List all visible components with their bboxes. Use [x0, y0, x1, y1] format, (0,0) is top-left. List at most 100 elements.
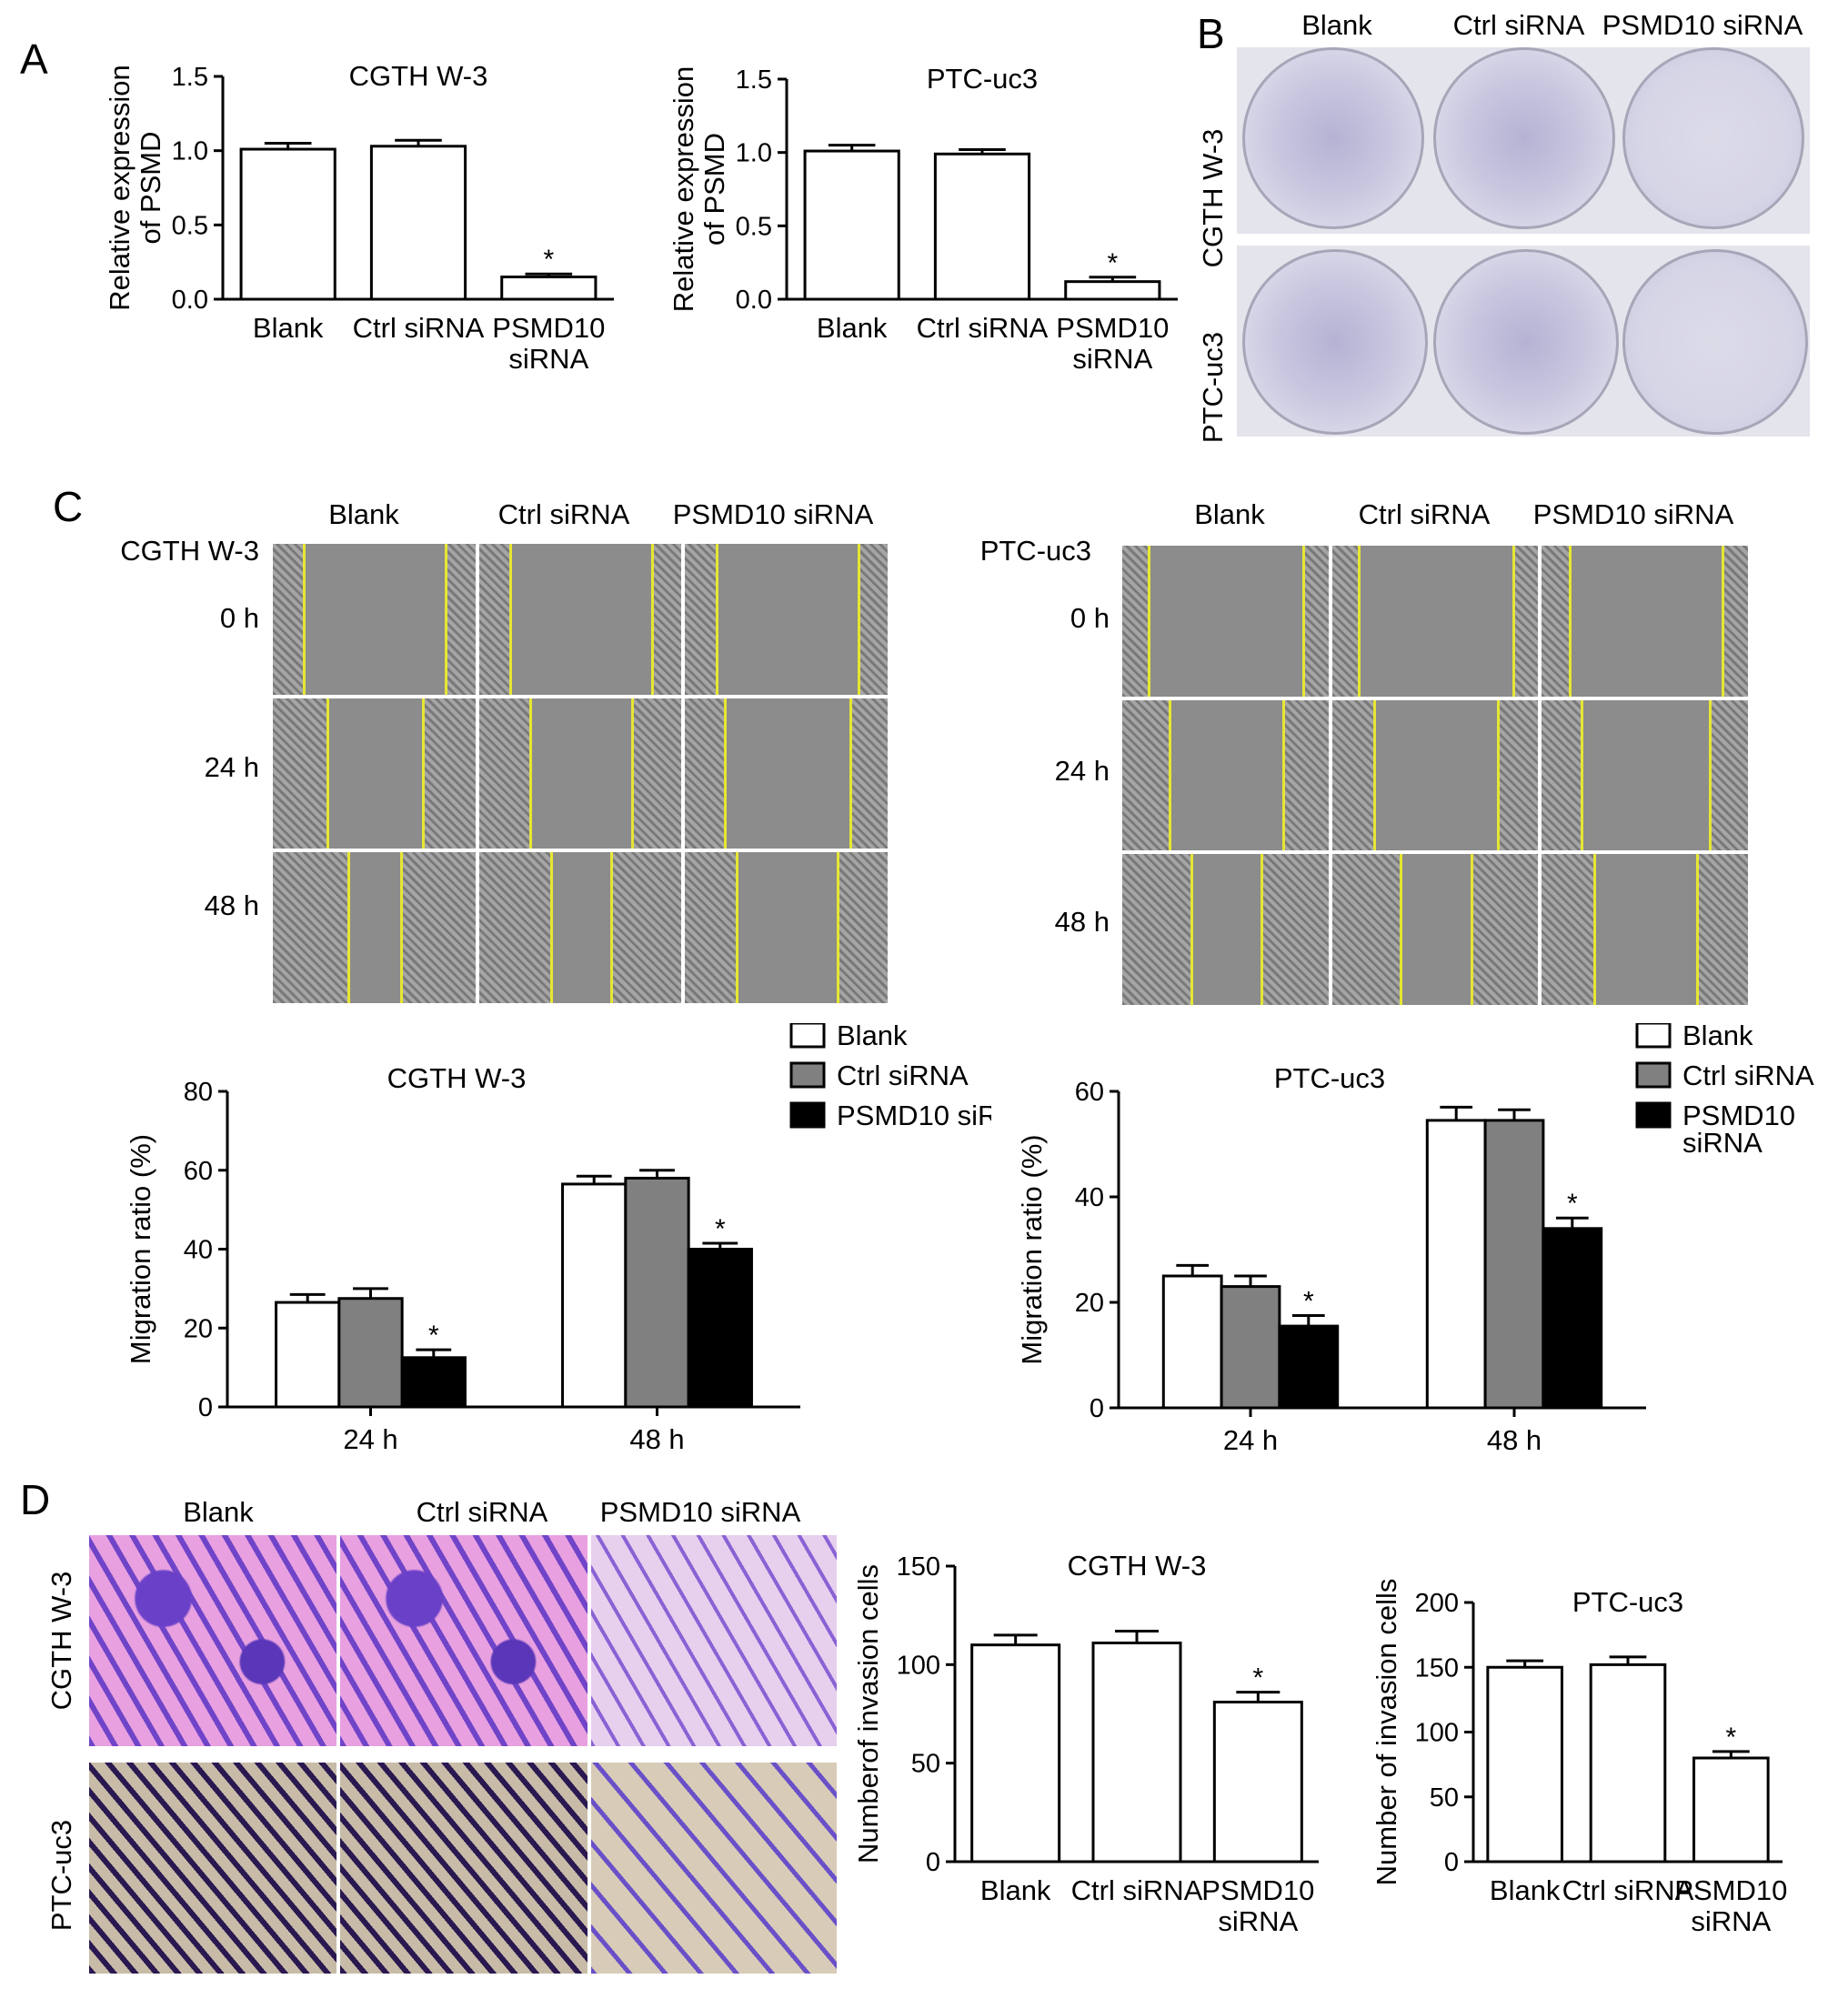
y-tick-label: 20	[184, 1314, 213, 1343]
cell-region	[478, 852, 550, 1003]
panel-c-left-row-24h: 24 h	[204, 751, 259, 783]
chart-title: CGTH W-3	[387, 1062, 527, 1094]
legend-label: PSMD10 siRNA	[1682, 1100, 1795, 1159]
legend-label: Ctrl siRNA	[837, 1060, 969, 1091]
cell-region	[421, 698, 476, 849]
scratch-edge-line	[509, 544, 513, 695]
panel-letter-a: A	[20, 35, 48, 83]
x-tick-label: PSMD10 siRNA	[1056, 312, 1169, 375]
x-tick-label: Blank	[253, 312, 324, 344]
y-axis-label: Migration ratio (%)	[1016, 1134, 1048, 1364]
panel-c-right-cell-line: PTC-uc3	[979, 535, 1091, 567]
scratch-edge-line	[849, 698, 852, 849]
y-tick-label: 50	[911, 1750, 940, 1779]
bar	[500, 276, 598, 301]
y-tick-label: 1.5	[736, 65, 772, 95]
transwell-cgth-blank	[89, 1535, 336, 1746]
cell-region	[445, 544, 476, 695]
scratch-image	[685, 698, 888, 849]
cell-region	[1470, 854, 1539, 1005]
significance-mark: *	[715, 1214, 726, 1244]
cell-region	[685, 852, 736, 1003]
scratch-edge-line	[303, 544, 306, 695]
chart-title: CGTH W-3	[349, 60, 488, 92]
bar	[1161, 1274, 1223, 1410]
x-tick-label: PSMD10 siRNA	[1674, 1874, 1787, 1937]
panel-c-left-col-blank: Blank	[328, 498, 399, 530]
cell-region	[650, 544, 682, 695]
scratch-edge-line	[1512, 546, 1515, 697]
y-axis-label: Relative expressionof PSMD	[104, 65, 166, 311]
scratch-edge-line	[445, 544, 448, 695]
x-tick-label: Blank	[980, 1874, 1051, 1906]
scratch-edge-line	[400, 852, 404, 1003]
scratch-edge-line	[735, 852, 738, 1003]
cell-region	[837, 852, 888, 1003]
scratch-edge-line	[630, 698, 634, 849]
panel-d-col-ctrl: Ctrl siRNA	[416, 1496, 548, 1528]
panel-c-right-col-blank: Blank	[1194, 498, 1265, 530]
x-tick-label: Blank	[1490, 1874, 1561, 1906]
bar	[1278, 1324, 1340, 1410]
panel-c-right-row-0h: 0 h	[1070, 602, 1110, 634]
cell-region	[1122, 546, 1149, 697]
scratch-image	[1122, 854, 1329, 1005]
bar	[275, 1301, 341, 1409]
x-tick-label: 24 h	[343, 1423, 397, 1455]
bar	[803, 149, 900, 301]
bar	[337, 1297, 404, 1409]
legend-label: Ctrl siRNA	[1682, 1060, 1814, 1091]
y-tick-label: 60	[1075, 1078, 1104, 1107]
bar	[1542, 1227, 1603, 1410]
panel-c-left-col-psmd10: PSMD10 siRNA	[672, 498, 874, 530]
scratch-edge-line	[1470, 854, 1473, 1005]
panel-b-col-blank: Blank	[1301, 9, 1372, 41]
scratch-edge-line	[837, 852, 840, 1003]
scratch-image	[273, 852, 476, 1003]
scratch-edge-line	[1592, 854, 1596, 1005]
x-tick-label: PSMD10 siRNA	[492, 312, 605, 375]
x-tick-label: Blank	[817, 312, 888, 344]
chart-title: CGTH W-3	[1068, 1550, 1207, 1582]
panel-b-col-ctrl: Ctrl siRNA	[1452, 9, 1585, 41]
colony-plate-cgth-blank	[1242, 47, 1424, 229]
bar	[1486, 1665, 1563, 1863]
scratch-image	[478, 852, 682, 1003]
scratch-image	[1331, 546, 1539, 697]
scratch-edge-line	[1696, 854, 1700, 1005]
scratch-edge-line	[1721, 546, 1724, 697]
colony-plate-cgth-psmd10	[1622, 47, 1804, 229]
scratch-image	[1542, 854, 1748, 1005]
y-tick-label: 80	[184, 1078, 213, 1107]
panel-d-col-psmd10: PSMD10 siRNA	[599, 1496, 801, 1528]
scratch-image	[478, 544, 682, 695]
transwell-ptc-psmd10	[591, 1763, 837, 1974]
y-tick-label: 100	[897, 1651, 940, 1680]
legend-swatch	[789, 1101, 826, 1129]
cell-region	[630, 698, 682, 849]
scratch-edge-line	[1148, 546, 1151, 697]
bar	[1091, 1642, 1182, 1863]
cell-region	[610, 852, 682, 1003]
scratch-edge-line	[347, 852, 351, 1003]
cell-region	[1331, 699, 1373, 851]
cell-region	[857, 544, 888, 695]
y-axis-label: Migration ratio (%)	[125, 1134, 156, 1364]
scratch-image	[273, 544, 476, 695]
panel-c-right-col-psmd10: PSMD10 siRNA	[1532, 498, 1734, 530]
cell-region	[1696, 854, 1748, 1005]
legend-swatch	[1635, 1061, 1672, 1089]
scratch-edge-line	[1400, 854, 1403, 1005]
panel-b-row-cgth: CGTH W-3	[1197, 128, 1229, 268]
chart-d1: CGTH W-3 0 50 100 150 Numberof invasion cells…	[852, 1550, 1319, 1937]
colony-plate-ptc-blank	[1242, 249, 1428, 435]
y-tick-label: 0.0	[736, 286, 772, 315]
transwell-ptc-blank	[89, 1763, 336, 1974]
legend-swatch	[789, 1061, 826, 1089]
panel-d-row-ptc: PTC-uc3	[45, 1819, 77, 1932]
legend-swatch	[789, 1023, 826, 1049]
cell-region	[1302, 546, 1329, 697]
chart-title: PTC-uc3	[1274, 1062, 1385, 1094]
chart-title: PTC-uc3	[1572, 1586, 1683, 1618]
